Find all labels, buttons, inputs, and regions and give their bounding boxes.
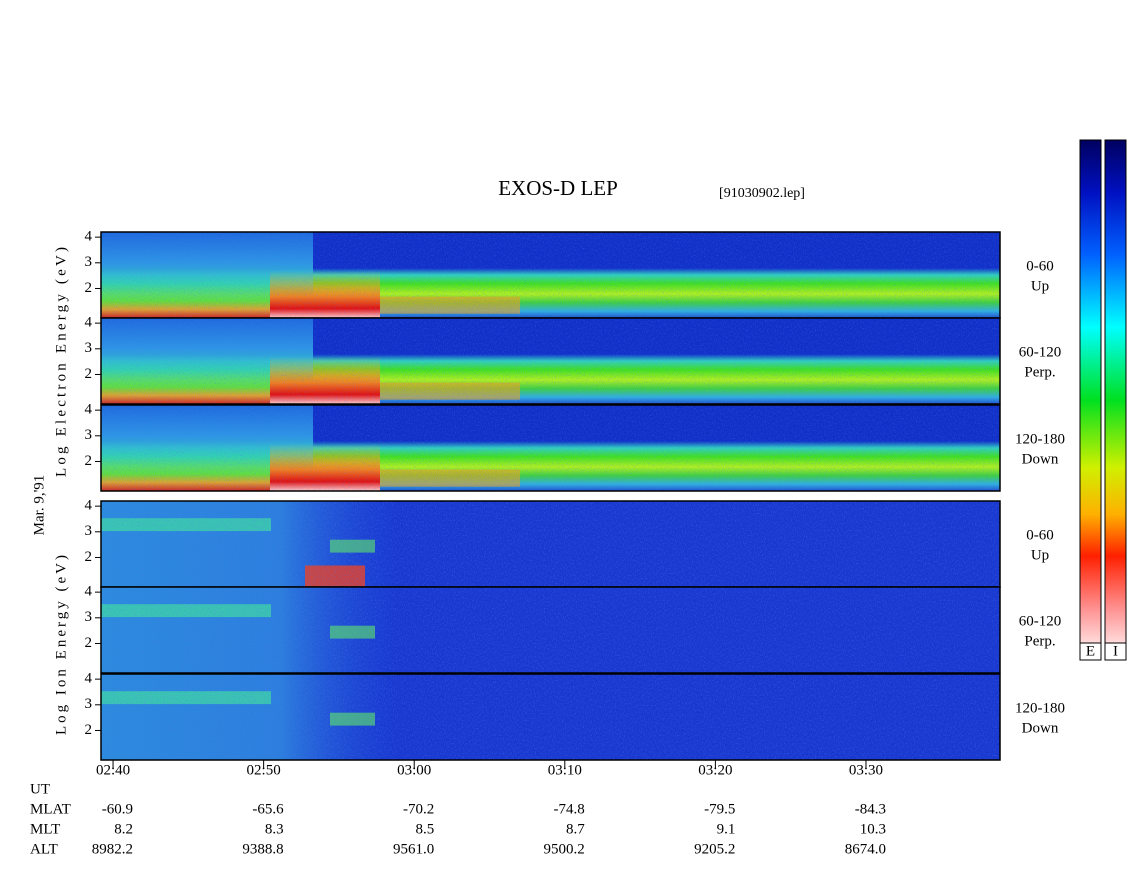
y-tick-label: 4 [85, 671, 93, 687]
colorbar-box [1104, 642, 1127, 661]
ephemeris-value: 9205.2 [694, 841, 735, 857]
spectrum-noise [101, 232, 1000, 318]
ephemeris-value: 9500.2 [544, 841, 585, 857]
panel-frame [100, 673, 1001, 761]
colorbar-label: I [1113, 643, 1118, 659]
panel-frame [100, 586, 1001, 674]
ephemeris-row-label: MLT [30, 821, 60, 837]
ephemeris-value: -65.6 [252, 801, 284, 817]
y-tick-label: 4 [85, 402, 93, 418]
chart-title: EXOS-D LEP [498, 176, 618, 200]
x-tick-label: 03:20 [698, 762, 732, 778]
panel-frame [100, 317, 1001, 405]
ephemeris-row-label: MLAT [30, 801, 71, 817]
y-tick-label: 4 [85, 315, 93, 331]
y-tick-label: 3 [85, 609, 93, 625]
x-tick-label: 02:50 [247, 762, 281, 778]
ephemeris-row-label: ALT [30, 841, 58, 857]
spectrum-noise [320, 405, 1000, 444]
panel-direction: Perp. [1024, 364, 1055, 380]
ephemeris-value: 9388.8 [242, 841, 283, 857]
ephemeris-value: -70.2 [403, 801, 434, 817]
ephemeris-value: 8674.0 [845, 841, 886, 857]
date-label: Mar. 9,'91 [31, 475, 47, 536]
panel-angle: 60-120 [1019, 344, 1062, 360]
y-tick-label: 4 [85, 229, 93, 245]
y-tick-label: 3 [85, 523, 93, 539]
colorbar [1104, 139, 1127, 661]
panel-angle: 120-180 [1015, 700, 1065, 716]
panel-direction: Down [1022, 451, 1059, 467]
x-tick-label: 02:40 [96, 762, 130, 778]
spectrogram-panel [101, 587, 1000, 673]
colorbar [1079, 139, 1102, 661]
spectrogram-panel [101, 674, 1000, 760]
spectrogram-panel [101, 501, 1000, 587]
y-tick-label: 3 [85, 427, 93, 443]
ephemeris-value: 8.2 [114, 821, 133, 837]
panel-angle: 0-60 [1026, 258, 1054, 274]
ephemeris-value: -84.3 [855, 801, 886, 817]
ephemeris-value: -74.8 [554, 801, 585, 817]
y-tick-label: 3 [85, 696, 93, 712]
panel-direction: Perp. [1024, 633, 1055, 649]
chart-subtitle: [91030902.lep] [719, 186, 805, 201]
spectrum-noise [101, 318, 1000, 404]
spectrum-noise [101, 587, 1000, 673]
y-tick-label: 2 [85, 549, 93, 565]
y-tick-label: 2 [85, 453, 93, 469]
x-tick-label: 03:10 [548, 762, 582, 778]
y-tick-label: 3 [85, 254, 93, 270]
y-tick-label: 2 [85, 280, 93, 296]
y-tick-label: 4 [85, 498, 93, 514]
ephemeris-value: 8.3 [265, 821, 284, 837]
spectrogram-panel [101, 232, 1000, 318]
panel-angle: 120-180 [1015, 431, 1065, 447]
y-tick-label: 2 [85, 366, 93, 382]
colorbar-box [1079, 642, 1102, 661]
ephemeris-row-label: UT [30, 781, 50, 797]
ephemeris-value: 10.3 [860, 821, 886, 837]
x-tick-label: 03:30 [849, 762, 883, 778]
spectrum-noise [380, 674, 1000, 760]
panel-direction: Down [1022, 720, 1059, 736]
panel-angle: 60-120 [1019, 613, 1062, 629]
ephemeris-value: 8.5 [415, 821, 434, 837]
panel-frame [100, 404, 1001, 492]
ephemeris-value: 9.1 [717, 821, 736, 837]
ephemeris-value: 8982.2 [92, 841, 133, 857]
ephemeris-value: 9561.0 [393, 841, 434, 857]
ephemeris-value: -60.9 [102, 801, 133, 817]
ephemeris-value: 8.7 [566, 821, 585, 837]
panel-direction: Up [1031, 278, 1049, 294]
y-tick-label: 4 [85, 584, 93, 600]
ion-axis-label: Log Ion Energy (eV) [53, 555, 69, 735]
panel-angle: 0-60 [1026, 527, 1054, 543]
panel-direction: Up [1031, 547, 1049, 563]
x-tick-label: 03:00 [397, 762, 431, 778]
y-tick-label: 2 [85, 722, 93, 738]
ephemeris-value: -79.5 [704, 801, 735, 817]
y-tick-label: 3 [85, 340, 93, 356]
colorbar-label: E [1086, 643, 1095, 659]
spectrogram-panel [101, 405, 1000, 491]
electron-axis-label: Log Electron Energy (eV) [53, 247, 69, 477]
y-tick-label: 2 [85, 635, 93, 651]
spectrum-noise [101, 501, 1000, 587]
spectrogram-panel [101, 318, 1000, 404]
